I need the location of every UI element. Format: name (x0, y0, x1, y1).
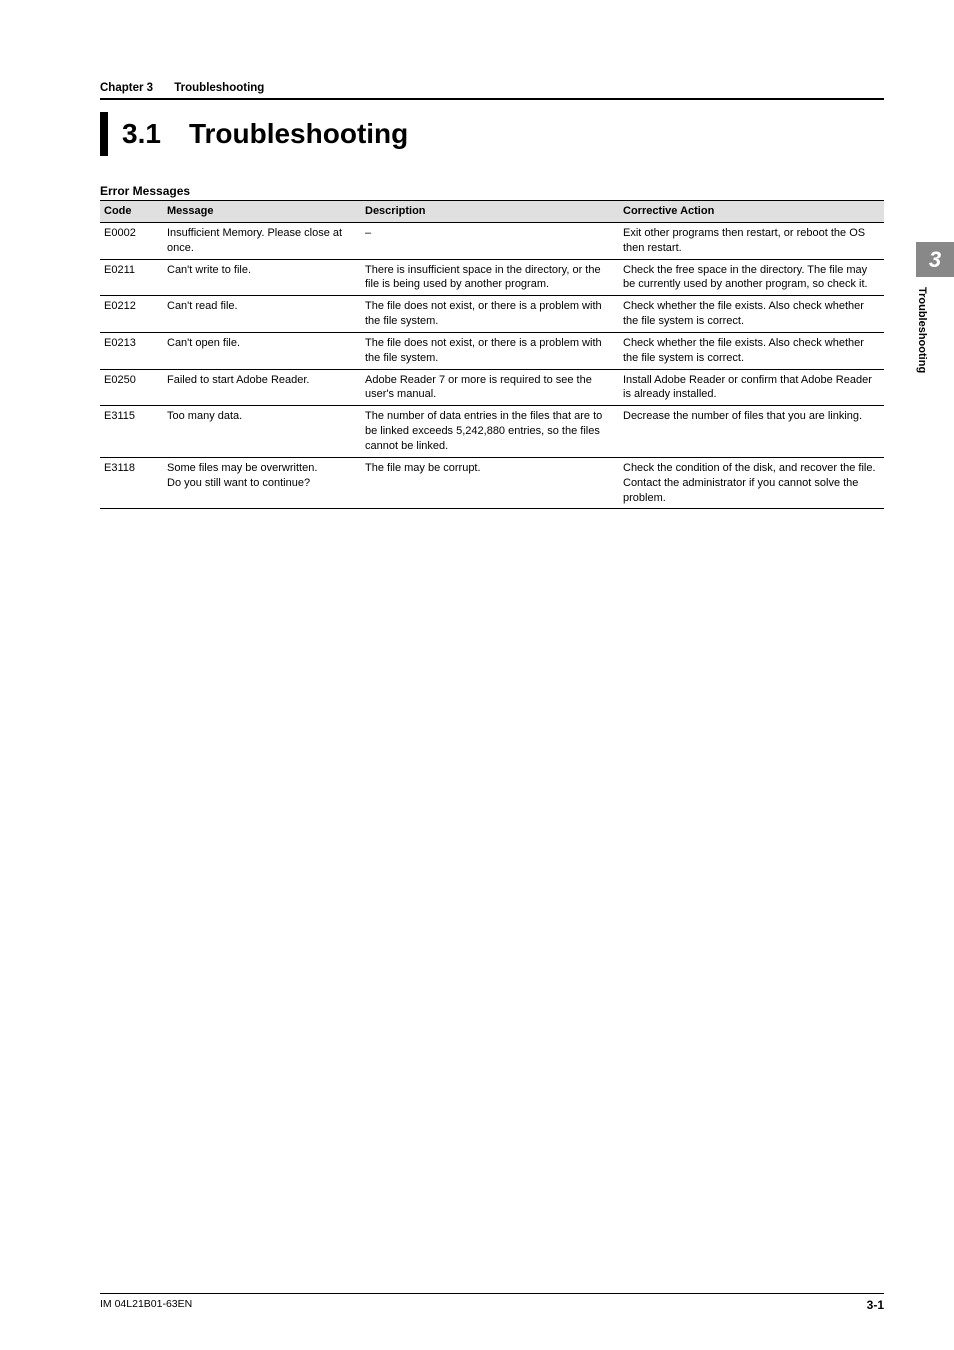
cell-description: Adobe Reader 7 or more is required to se… (361, 369, 619, 406)
cell-message: Can't read file. (163, 296, 361, 333)
cell-action: Install Adobe Reader or confirm that Ado… (619, 369, 884, 406)
chapter-title: Troubleshooting (174, 82, 264, 94)
cell-code: E0212 (100, 296, 163, 333)
table-row: E3115Too many data.The number of data en… (100, 406, 884, 458)
cell-description: The file does not exist, or there is a p… (361, 296, 619, 333)
side-tab: 3 Troubleshooting (916, 242, 954, 427)
cell-code: E3118 (100, 457, 163, 509)
footer-page-number: 3-1 (867, 1298, 884, 1312)
col-header-code: Code (100, 201, 163, 223)
cell-message: Insufficient Memory. Please close at onc… (163, 222, 361, 259)
col-header-message: Message (163, 201, 361, 223)
cell-action: Check the condition of the disk, and rec… (619, 457, 884, 509)
cell-code: E0250 (100, 369, 163, 406)
cell-description: The file may be corrupt. (361, 457, 619, 509)
cell-message: Can't open file. (163, 332, 361, 369)
section-number: 3.1 (122, 118, 161, 150)
page-footer: IM 04L21B01-63EN 3-1 (100, 1293, 884, 1312)
cell-description: The number of data entries in the files … (361, 406, 619, 458)
cell-message: Failed to start Adobe Reader. (163, 369, 361, 406)
chapter-label: Chapter 3 (100, 82, 153, 94)
side-tab-label: Troubleshooting (916, 287, 928, 427)
col-header-action: Corrective Action (619, 201, 884, 223)
cell-message: Can't write to file. (163, 259, 361, 296)
side-tab-number: 3 (916, 242, 954, 277)
cell-code: E0213 (100, 332, 163, 369)
chapter-header: Chapter 3 Troubleshooting (100, 82, 884, 100)
cell-action: Decrease the number of files that you ar… (619, 406, 884, 458)
cell-code: E3115 (100, 406, 163, 458)
table-row: E0212Can't read file.The file does not e… (100, 296, 884, 333)
table-header-row: Code Message Description Corrective Acti… (100, 201, 884, 223)
table-row: E0002Insufficient Memory. Please close a… (100, 222, 884, 259)
cell-description: – (361, 222, 619, 259)
section-heading: 3.1 Troubleshooting (100, 112, 884, 156)
cell-action: Exit other programs then restart, or reb… (619, 222, 884, 259)
cell-code: E0211 (100, 259, 163, 296)
subheading-error-messages: Error Messages (100, 184, 884, 198)
cell-code: E0002 (100, 222, 163, 259)
table-row: E0213Can't open file.The file does not e… (100, 332, 884, 369)
cell-description: The file does not exist, or there is a p… (361, 332, 619, 369)
error-messages-table: Code Message Description Corrective Acti… (100, 200, 884, 509)
section-title: Troubleshooting (189, 118, 408, 150)
cell-description: There is insufficient space in the direc… (361, 259, 619, 296)
cell-action: Check whether the file exists. Also chec… (619, 332, 884, 369)
heading-bar-icon (100, 112, 108, 156)
table-row: E0211Can't write to file.There is insuff… (100, 259, 884, 296)
footer-doc-id: IM 04L21B01-63EN (100, 1298, 192, 1312)
table-row: E3118Some files may be overwritten. Do y… (100, 457, 884, 509)
cell-message: Some files may be overwritten. Do you st… (163, 457, 361, 509)
cell-action: Check whether the file exists. Also chec… (619, 296, 884, 333)
cell-message: Too many data. (163, 406, 361, 458)
cell-action: Check the free space in the directory. T… (619, 259, 884, 296)
col-header-description: Description (361, 201, 619, 223)
table-row: E0250Failed to start Adobe Reader.Adobe … (100, 369, 884, 406)
